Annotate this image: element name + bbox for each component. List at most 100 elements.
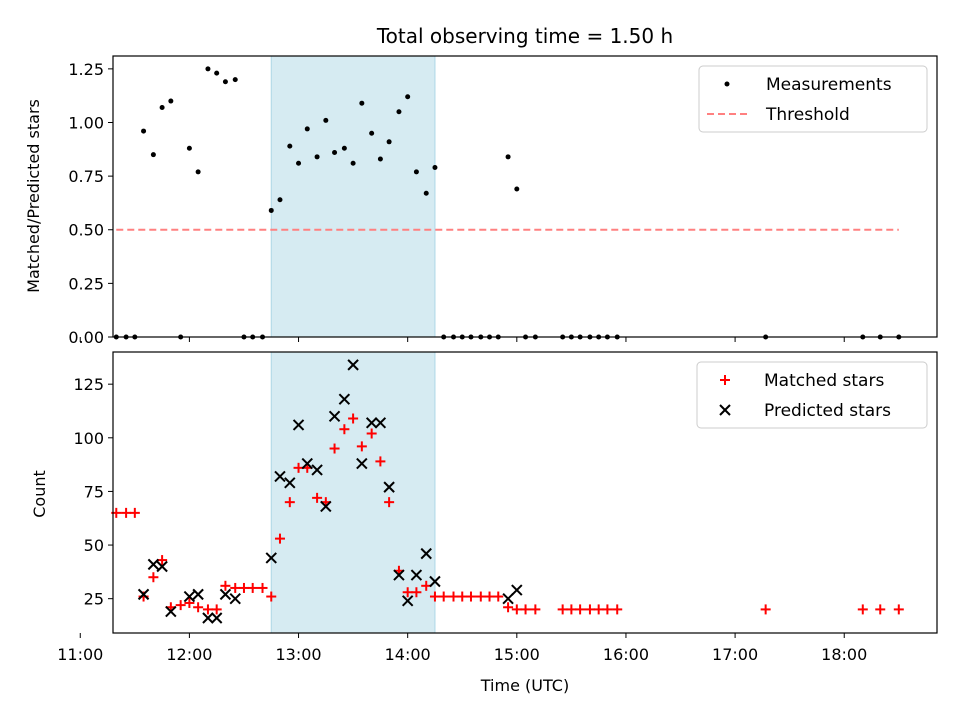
predicted-star-point [320, 500, 332, 513]
x-tick-label: 16:00 [603, 645, 649, 664]
measurement-point [268, 207, 274, 213]
predicted-star-point [284, 477, 296, 489]
matched-star-point [257, 582, 268, 593]
measurement-point [277, 197, 283, 203]
top-legend-label: Threshold [765, 105, 850, 125]
legend-matched-marker [720, 375, 730, 385]
measurement-point [314, 154, 320, 160]
measurement-point [413, 169, 419, 175]
top-legend: Measurements Threshold [698, 65, 928, 133]
legend-predicted-marker [719, 404, 731, 416]
bottom-legend-label: Predicted stars [764, 401, 891, 421]
measurement-point [369, 130, 375, 136]
bottom-legend-label: Matched stars [764, 371, 884, 391]
measurement-point [377, 156, 383, 162]
matched-star-point [384, 497, 395, 508]
matched-star-point [339, 424, 350, 435]
matched-star-point [893, 604, 904, 615]
matched-star-point [465, 591, 476, 602]
predicted-star-point [292, 419, 305, 431]
measurement-point [168, 98, 174, 104]
matched-star-point [530, 604, 541, 615]
measurement-point [341, 145, 347, 151]
measurement-point [205, 66, 211, 72]
matched-star-point [457, 591, 468, 602]
matched-star-point [274, 533, 285, 544]
matched-star-point [356, 441, 367, 452]
matched-star-point [411, 587, 422, 598]
matched-star-point [129, 507, 140, 518]
predicted-star-point [511, 584, 523, 596]
top-panel: 0.00 0.25 0.50 0.75 1.00 1.25 Measurements Thre… [68, 55, 938, 347]
matched-star-point [375, 456, 386, 467]
bottom-legend: Matched stars Predicted stars [696, 361, 928, 429]
measurement-point [195, 169, 201, 175]
matched-star-point [402, 587, 413, 598]
matched-star-point [220, 580, 231, 591]
matched-star-point [238, 582, 249, 593]
bottom-legend-box [696, 361, 928, 429]
matched-star-point [184, 597, 195, 608]
x-tick-label: 15:00 [494, 645, 540, 664]
bottom-panel: 11:00 12:00 13:00 14:00 15:00 16:00 17:00 18:00… [57, 351, 938, 664]
x-tick-label: 13:00 [275, 645, 321, 664]
top-y-tick-label: 1.25 [68, 60, 104, 79]
measurement-point [186, 145, 192, 151]
top-observing-window [270, 55, 436, 338]
measurement-point [232, 77, 238, 83]
bottom-y-tick-label: 25 [84, 590, 104, 609]
matched-star-point [211, 604, 222, 615]
predicted-star-point [165, 605, 177, 618]
bottom-y-tick-label: 75 [84, 482, 104, 501]
measurement-point [505, 154, 511, 160]
predicted-star-point [356, 457, 368, 470]
matched-star-point [312, 492, 323, 503]
predicted-star-point [311, 464, 323, 476]
x-tick-label: 18:00 [821, 645, 867, 664]
top-legend-label: Measurements [766, 75, 892, 95]
measurement-point [287, 143, 293, 149]
measurement-point [359, 100, 365, 106]
bottom-y-axis-label: Count [30, 470, 49, 518]
top-y-tick-label: 0.50 [68, 221, 104, 240]
matched-star-point [503, 602, 514, 613]
x-tick-label: 17:00 [712, 645, 758, 664]
matched-star-point [484, 591, 495, 602]
predicted-star-point [229, 592, 241, 605]
measurement-point [304, 126, 310, 132]
legend-measurements-marker [724, 81, 730, 87]
predicted-star-point [429, 575, 441, 588]
measurement-point [214, 70, 220, 76]
predicted-star-point [274, 470, 286, 483]
matched-star-point [247, 582, 258, 593]
top-y-tick-label: 1.00 [68, 113, 104, 132]
matched-star-point [557, 604, 568, 615]
predicted-star-point [502, 592, 514, 605]
predicted-star-point [338, 393, 351, 405]
predicted-star-point [301, 457, 313, 470]
matched-star-point [448, 591, 459, 602]
matched-star-point [175, 600, 186, 611]
matched-star-point [266, 591, 277, 602]
matched-star-point [511, 604, 522, 615]
measurement-point [141, 128, 147, 134]
matched-star-point [612, 604, 623, 615]
chart-title: Total observing time = 1.50 h [376, 24, 673, 48]
measurement-point [396, 109, 402, 115]
matched-star-point [438, 591, 449, 602]
measurement-point [423, 190, 429, 196]
measurement-point [386, 139, 392, 145]
bottom-observing-window [270, 351, 436, 634]
predicted-star-point [192, 588, 204, 601]
matched-star-point [475, 591, 486, 602]
matched-star-point [584, 604, 595, 615]
matched-star-point [857, 604, 868, 615]
matched-star-point [121, 507, 132, 518]
matched-star-point [148, 572, 159, 583]
x-axis-label: Time (UTC) [480, 676, 569, 695]
matched-star-point [520, 604, 531, 615]
measurement-point [323, 117, 329, 123]
matched-star-point [602, 604, 613, 615]
predicted-star-point [347, 359, 359, 371]
